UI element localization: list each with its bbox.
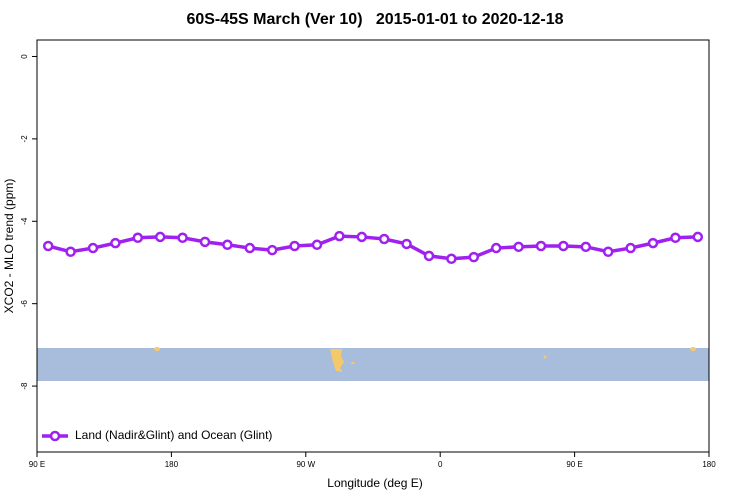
- data-point: [334, 230, 345, 242]
- land: [154, 347, 160, 351]
- x-tick-label: 90 E: [566, 460, 582, 469]
- data-point: [625, 242, 636, 254]
- y-tick-label: -8: [20, 382, 29, 390]
- data-point: [401, 238, 412, 250]
- ocean: [37, 348, 709, 381]
- data-point: [199, 236, 211, 248]
- x-tick-label: 0: [438, 460, 443, 469]
- data-point: [177, 232, 188, 244]
- data-point: [311, 239, 323, 251]
- data-point: [244, 242, 256, 254]
- series-line: [47, 234, 698, 261]
- data-point: [356, 231, 368, 243]
- data-point: [490, 242, 502, 254]
- data-point: [378, 233, 390, 245]
- legend-label: Land (Nadir&Glint) and Ocean (Glint): [75, 428, 272, 442]
- x-tick-label: 180: [702, 460, 716, 469]
- data-point: [289, 240, 300, 252]
- y-tick-label: 0: [20, 54, 29, 59]
- x-tick-label: 180: [165, 460, 179, 469]
- data-point: [65, 246, 76, 258]
- map-band: [37, 347, 709, 381]
- data-point: [513, 241, 524, 253]
- data-point: [580, 241, 592, 253]
- land: [330, 349, 344, 372]
- data-point: [132, 232, 144, 244]
- x-axis-label: Longitude (deg E): [327, 476, 422, 490]
- data-point: [154, 231, 166, 243]
- y-tick-label: -2: [20, 135, 29, 143]
- data-point: [647, 237, 659, 249]
- data-point: [670, 232, 681, 244]
- plot-frame: [36, 39, 710, 453]
- data-point: [558, 240, 569, 252]
- y-axis-label: XCO2 - MLO trend (ppm): [2, 179, 16, 314]
- data-point: [468, 251, 480, 263]
- data-point: [423, 250, 435, 262]
- y-tick-label: -4: [20, 217, 29, 225]
- data-point: [535, 240, 547, 252]
- chart-title: 60S-45S March (Ver 10) 2015-01-01 to 202…: [186, 11, 563, 28]
- land: [351, 362, 355, 364]
- data-point: [87, 242, 99, 254]
- x-tick-label: 90 W: [296, 460, 315, 469]
- data-point: [266, 244, 278, 256]
- legend-marker: [49, 430, 61, 442]
- land: [543, 355, 547, 359]
- y-tick-label: -6: [20, 300, 29, 308]
- data-point: [602, 246, 614, 258]
- x-tick-label: 90 E: [29, 460, 45, 469]
- data-point: [692, 231, 704, 243]
- data-point: [222, 239, 233, 251]
- data-point: [42, 240, 54, 252]
- data-point: [446, 253, 457, 265]
- land: [690, 347, 696, 351]
- data-point: [110, 237, 121, 249]
